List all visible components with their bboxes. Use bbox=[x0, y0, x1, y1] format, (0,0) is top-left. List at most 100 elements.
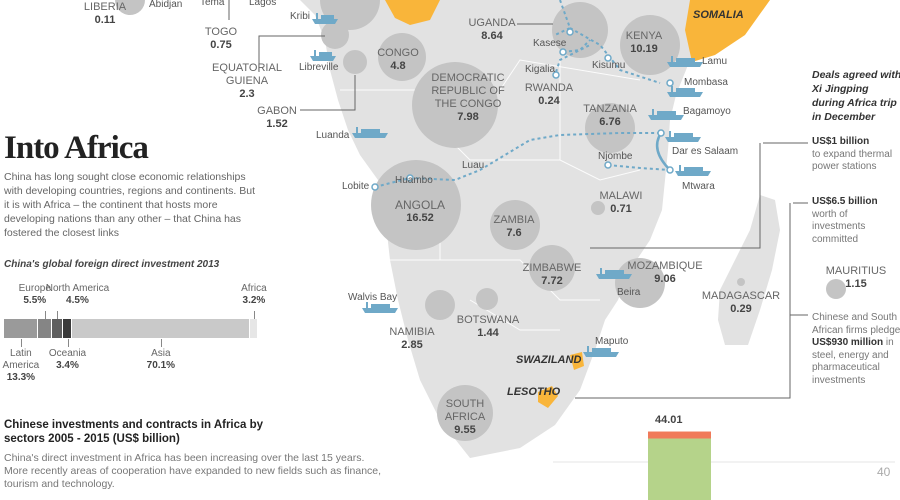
page-title: Into Africa bbox=[4, 130, 149, 166]
country-value: 7.72 bbox=[541, 275, 563, 287]
south-africa-circle bbox=[437, 385, 493, 441]
africa-landmass bbox=[0, 0, 730, 458]
country-name: TOGO bbox=[204, 26, 238, 38]
fdi-tick bbox=[253, 311, 255, 319]
country-south-africa: SOUTH AFRICA 9.55 bbox=[440, 398, 490, 437]
country-gabon: GABON 1.52 bbox=[257, 105, 297, 131]
place-walvis-bay: Walvis Bay bbox=[348, 292, 398, 303]
madagascar-circle bbox=[737, 278, 745, 286]
country-name: RWANDA bbox=[524, 82, 574, 94]
label-somalia: SOMALIA bbox=[693, 9, 744, 21]
y-tick-label-40: 40 bbox=[877, 465, 891, 479]
place-lobite: Lobite bbox=[342, 181, 370, 192]
country-value: 16.52 bbox=[406, 212, 434, 224]
ship-icon bbox=[667, 86, 703, 97]
country-value: 4.8 bbox=[390, 60, 406, 72]
zimbabwe-circle bbox=[529, 245, 575, 291]
sectors-description: China's direct investment in Africa has … bbox=[4, 452, 382, 490]
country-name: ZAMBIA bbox=[493, 214, 535, 226]
place-lamu: Lamu bbox=[702, 56, 728, 67]
malawi-circle bbox=[591, 201, 605, 215]
kenya-circle bbox=[620, 15, 680, 75]
country-value: 1.44 bbox=[477, 327, 499, 339]
country-value: 8.64 bbox=[481, 30, 503, 42]
deal-text: to expand thermal power stations bbox=[812, 148, 893, 173]
ship-icon bbox=[583, 346, 619, 357]
country-equatorial-guinea: EQUATORIAL GUIENA 2.3 bbox=[207, 62, 287, 101]
fdi-segment-latin-america bbox=[4, 319, 38, 338]
country-value: 0.71 bbox=[610, 203, 632, 215]
country-value: 9.55 bbox=[454, 424, 476, 436]
country-zambia: ZAMBIA 7.6 bbox=[494, 214, 535, 240]
country-value: 7.98 bbox=[457, 111, 479, 123]
country-name: DEMOCRATIC REPUBLIC OF THE CONGO bbox=[431, 72, 505, 110]
fdi-tick bbox=[20, 339, 22, 347]
gabon-circle bbox=[343, 50, 367, 74]
liberia-circle bbox=[115, 0, 145, 15]
fdi-segment-north-america bbox=[51, 319, 64, 338]
fdi-label-north-america: North America 4.5% bbox=[45, 283, 110, 306]
country-name: MOZAMBIQUE bbox=[627, 260, 703, 272]
country-name: MALAWI bbox=[599, 190, 643, 202]
ship-icon bbox=[596, 268, 632, 279]
fdi-title: China's global foreign direct investment… bbox=[4, 259, 220, 270]
deal-amount: US$1 billion bbox=[812, 136, 870, 147]
deal-thermal-power: US$1 billion to expand thermal power stat… bbox=[812, 136, 900, 174]
country-value: 10.19 bbox=[630, 43, 658, 55]
country-kenya: KENYA 10.19 bbox=[626, 30, 662, 56]
country-namibia: NAMIBIA 2.85 bbox=[389, 326, 434, 352]
country-value: 2.3 bbox=[239, 88, 255, 100]
country-tanzania: TANZANIA 6.76 bbox=[583, 103, 637, 129]
country-uganda: UGANDA 8.64 bbox=[468, 17, 515, 43]
deal-south-africa: Chinese and South African firms pledge U… bbox=[812, 312, 900, 387]
place-abidjan: Abidjan bbox=[149, 0, 183, 10]
somalia-highlight bbox=[685, 0, 770, 62]
namibia-circle bbox=[425, 290, 455, 320]
fdi-tick bbox=[57, 311, 59, 319]
country-name: KENYA bbox=[625, 30, 663, 42]
place-bagamoyo: Bagamoyo bbox=[683, 106, 731, 117]
botswana-circle bbox=[476, 288, 498, 310]
deal-investments: US$6.5 billion worth of investments commi… bbox=[812, 196, 900, 246]
swaziland-highlight bbox=[570, 352, 584, 370]
country-value: 1.52 bbox=[266, 118, 288, 130]
fdi-tick bbox=[44, 311, 46, 319]
country-name: UGANDA bbox=[468, 17, 516, 29]
country-name: TANZANIA bbox=[583, 103, 637, 115]
country-value: 0.29 bbox=[730, 303, 752, 315]
country-madagascar: MADAGASCAR 0.29 bbox=[702, 290, 780, 316]
country-value: 1.15 bbox=[845, 278, 867, 290]
place-luanda: Luanda bbox=[316, 130, 350, 141]
deal-text: worth of investments committed bbox=[812, 208, 866, 245]
country-name: SOUTH AFRICA bbox=[444, 398, 486, 423]
country-name: NAMIBIA bbox=[389, 326, 435, 338]
deal-amount: US$6.5 billion bbox=[812, 196, 878, 207]
bar-value-label: 44.01 bbox=[655, 414, 683, 426]
sectors-title: Chinese investments and contracts in Afr… bbox=[4, 419, 264, 445]
equatorial-guinea-circle bbox=[321, 21, 349, 49]
place-huambo: Huambo bbox=[395, 175, 433, 186]
deal-text: in steel, energy and pharmaceutical inve… bbox=[812, 337, 894, 386]
country-mozambique: MOZAMBIQUE 9.06 bbox=[627, 260, 702, 286]
ship-icon bbox=[312, 13, 338, 24]
fdi-label-oceania: Oceania 3.4% bbox=[48, 348, 87, 371]
sector-bar-main bbox=[648, 438, 711, 500]
madagascar-land bbox=[718, 195, 780, 345]
fdi-label-asia: Asia 70.1% bbox=[146, 348, 176, 371]
place-kigalia: Kigalia bbox=[525, 64, 556, 75]
country-botswana: BOTSWANA 1.44 bbox=[457, 314, 520, 340]
ship-icon bbox=[362, 302, 398, 313]
congo-circle bbox=[378, 33, 426, 81]
place-mtwara: Mtwara bbox=[682, 181, 715, 192]
ship-icon bbox=[310, 50, 336, 61]
country-value: 6.76 bbox=[599, 116, 621, 128]
lesotho-highlight bbox=[538, 386, 558, 408]
ship-icon bbox=[665, 131, 701, 142]
place-libreville: Libreville bbox=[299, 62, 339, 73]
country-angola: ANGOLA 16.52 bbox=[395, 199, 445, 225]
label-lesotho: LESOTHO bbox=[507, 386, 561, 398]
country-zimbabwe: ZIMBABWE 7.72 bbox=[523, 262, 582, 288]
tanzania-circle bbox=[585, 103, 635, 153]
country-name: GABON bbox=[257, 105, 297, 117]
drc-circle bbox=[412, 62, 498, 148]
